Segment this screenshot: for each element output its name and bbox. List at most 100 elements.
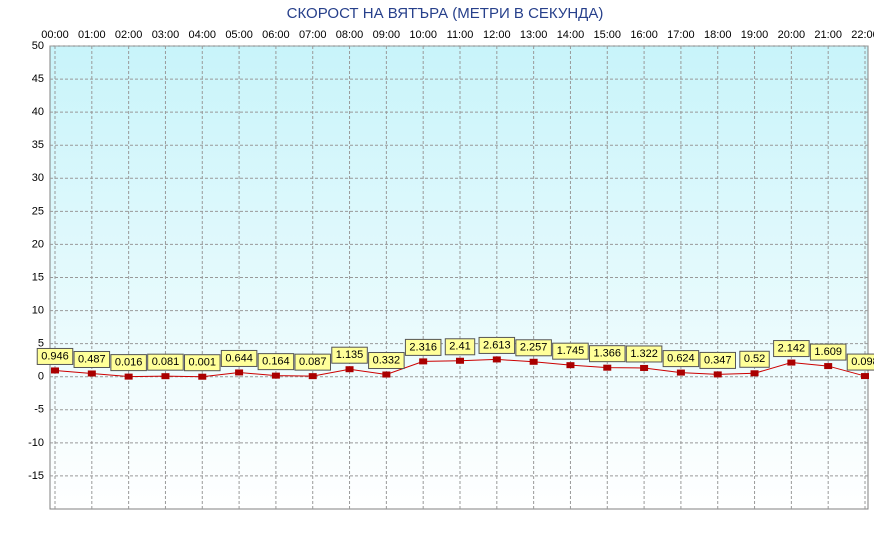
marker [345, 366, 354, 373]
data-label: 2.41 [449, 341, 470, 353]
data-label-box [331, 346, 368, 364]
marker [787, 359, 796, 366]
x-tick-label: 01:00 [78, 29, 106, 41]
x-tick-label: 14:00 [557, 29, 585, 41]
data-label-box [257, 353, 295, 371]
data-label-box [662, 350, 700, 368]
y-tick-label: 5 [38, 338, 44, 350]
grid [50, 45, 868, 509]
marker [161, 373, 170, 380]
marker [456, 357, 464, 364]
data-label-box [809, 343, 847, 361]
y-tick-label: 15 [32, 271, 44, 283]
x-tick-label: 16:00 [630, 29, 658, 41]
data-label: 2.613 [483, 339, 511, 351]
data-label-box [147, 353, 184, 371]
marker [603, 364, 612, 371]
data-label: 0.52 [744, 353, 765, 365]
data-label: 0.016 [115, 357, 143, 369]
marker [713, 371, 722, 378]
marker [676, 369, 685, 376]
y-tick-label: -10 [28, 437, 44, 449]
x-tick-label: 00:00 [41, 29, 69, 41]
data-label-box [368, 352, 405, 370]
x-tick-label: 04:00 [189, 29, 217, 41]
data-label: 1.609 [814, 346, 842, 358]
data-label: 1.366 [594, 348, 622, 360]
marker [235, 369, 244, 376]
x-tick-label: 11:00 [447, 29, 474, 41]
marker [492, 356, 501, 363]
marker [566, 362, 575, 369]
data-label: 0.098 [851, 356, 874, 368]
x-tick-label: 03:00 [152, 29, 180, 41]
y-tick-label: 20 [32, 238, 44, 250]
x-tick-label: 02:00 [115, 29, 143, 41]
marker [529, 358, 538, 365]
data-label: 2.316 [409, 341, 437, 353]
marks: 0.946 0.487 0.016 0.081 0.001 0.644 0.164 0.087… [36, 336, 874, 380]
x-tick-label: 12:00 [483, 29, 511, 41]
data-label: 0.087 [299, 356, 327, 368]
data-label-box [110, 354, 147, 372]
y-tick-label: 30 [32, 172, 44, 184]
marker [271, 372, 280, 379]
x-tick-label: 08:00 [336, 29, 364, 41]
chart-title: СКОРОСТ НА ВЯТЪРА (МЕТРИ В СЕКУНДА) [287, 5, 604, 22]
x-tick-label: 20:00 [778, 29, 806, 41]
marker [124, 373, 133, 380]
x-tick-label: 10:00 [409, 29, 437, 41]
marker [861, 373, 869, 380]
y-tick-label: 10 [32, 304, 44, 316]
y-tick-label: 25 [32, 205, 44, 217]
marker [382, 371, 391, 378]
data-label-box [552, 342, 589, 360]
x-tick-label: 22:00 [851, 29, 874, 41]
y-tick-label: 40 [32, 106, 44, 118]
data-label-box [589, 345, 626, 363]
x-tick-label: 05:00 [225, 29, 253, 41]
marker [198, 373, 207, 380]
data-label: 2.257 [520, 342, 548, 354]
data-label-box [404, 338, 442, 356]
y-tick-label: -5 [34, 404, 44, 416]
data-label: 1.135 [336, 349, 364, 361]
data-label-box [699, 351, 736, 369]
data-label: 0.332 [373, 354, 401, 366]
data-label: 0.164 [262, 356, 290, 368]
data-label: 0.644 [225, 352, 253, 364]
data-label-box [625, 345, 663, 363]
data-label: 0.347 [704, 354, 732, 366]
y-tick-label: 45 [32, 73, 44, 85]
data-label-box [515, 339, 552, 357]
data-label-box [220, 349, 258, 367]
x-tick-label: 06:00 [262, 29, 290, 41]
marker [87, 370, 96, 377]
data-label-box [773, 340, 810, 358]
x-tick-label: 09:00 [373, 29, 401, 41]
data-label-box [36, 347, 74, 365]
data-label: 0.624 [667, 352, 695, 364]
x-tick-label: 15:00 [594, 29, 622, 41]
data-label-box [444, 338, 476, 356]
data-label-box [846, 353, 874, 371]
x-tick-label: 18:00 [704, 29, 732, 41]
data-label-box [739, 350, 770, 368]
x-tick-label: 13:00 [520, 29, 548, 41]
data-label-box [73, 350, 111, 368]
y-tick-label: 35 [32, 139, 44, 151]
y-tick-label: 0 [38, 371, 44, 383]
data-label-box [184, 354, 221, 372]
marker [750, 370, 759, 377]
data-label-box [478, 336, 516, 354]
data-label: 0.487 [78, 353, 106, 365]
y-tick-label: 50 [32, 40, 44, 52]
data-label: 1.322 [630, 348, 658, 360]
data-label: 0.946 [41, 350, 69, 362]
marker [308, 373, 317, 380]
data-label: 0.081 [152, 356, 180, 368]
y-tick-label: -15 [28, 470, 44, 482]
data-label: 0.001 [189, 357, 217, 369]
